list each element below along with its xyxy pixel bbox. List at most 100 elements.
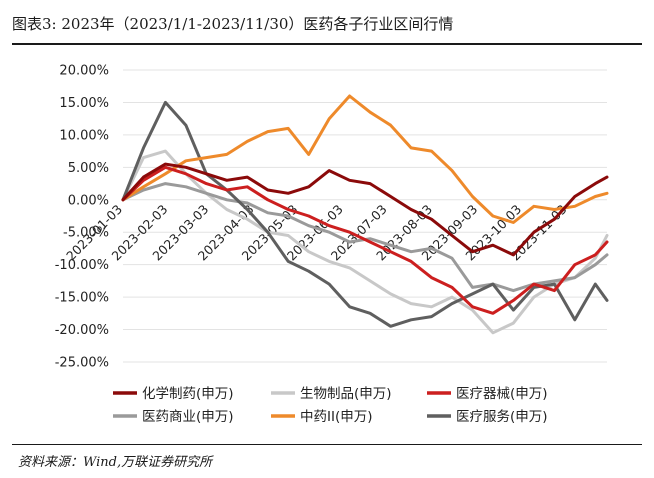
series-2-point: [246, 185, 249, 188]
series-2-point: [225, 188, 228, 192]
series-5-point: [605, 299, 609, 302]
series-3-point: [348, 240, 351, 244]
source-rule: [12, 444, 642, 445]
series-2-point: [205, 182, 208, 185]
series-0-point: [328, 169, 331, 172]
series-5-point: [430, 315, 433, 318]
series-2-point: [512, 299, 515, 302]
series-5-point: [246, 208, 249, 211]
legend-label: 生物制品(申万): [300, 386, 392, 402]
series-5-point: [409, 318, 413, 321]
series-2-point: [594, 253, 597, 257]
series-3-point: [389, 244, 392, 247]
series-4-point: [532, 205, 536, 208]
series-3-point: [225, 198, 228, 201]
series-1-point: [307, 250, 310, 253]
y-tick-label: 5.00%: [68, 161, 109, 176]
series-2-point: [328, 224, 331, 227]
series-2-point: [389, 250, 392, 253]
y-tick-label: -25.00%: [55, 356, 109, 371]
y-tick-label: -5.00%: [63, 226, 109, 241]
y-tick-label: -10.00%: [55, 258, 109, 273]
series-4-point: [491, 214, 495, 218]
series-4-point: [287, 127, 290, 130]
series-1-point: [409, 302, 413, 305]
series-3-point: [368, 237, 372, 240]
series-3-point: [605, 253, 609, 257]
series-4-point: [142, 185, 145, 188]
chart-series: [121, 94, 609, 335]
series-0-point: [532, 231, 536, 234]
series-2-point: [368, 240, 372, 244]
series-5-point: [532, 286, 536, 289]
series-1-point: [246, 218, 249, 221]
series-3-point: [553, 279, 556, 283]
series-3-point: [307, 224, 310, 227]
series-5-point: [348, 305, 351, 308]
series-3-point: [246, 201, 249, 205]
series-0-point: [409, 208, 413, 211]
series-1-point: [348, 266, 351, 270]
series-4-point: [348, 94, 351, 98]
series-4-point: [471, 195, 474, 198]
series-0-point: [471, 250, 474, 253]
series-1-point: [471, 308, 474, 312]
series-1-point: [532, 295, 536, 299]
series-3-point: [409, 250, 413, 253]
series-5-point: [573, 318, 576, 321]
series-0-point: [512, 253, 515, 257]
series-2-point: [430, 276, 433, 279]
series-5-point: [328, 282, 331, 286]
series-1-point: [142, 156, 145, 159]
series-0-point: [307, 185, 310, 188]
series-0-point: [142, 175, 145, 179]
series-3-point: [287, 214, 290, 218]
title-rule: [12, 43, 642, 45]
series-1-point: [225, 208, 228, 211]
series-5-point: [164, 101, 167, 104]
series-1-point: [368, 279, 372, 283]
series-5-point: [491, 282, 495, 286]
series-5-point: [307, 270, 310, 273]
series-1-point: [430, 305, 433, 308]
series-line-4: [121, 94, 609, 224]
legend-label: 医疗器械(申万): [456, 386, 548, 402]
legend-label: 化学制药(申万): [142, 386, 234, 402]
series-2-point: [409, 260, 413, 263]
series-5-point: [471, 292, 474, 296]
legend-label: 医疗服务(申万): [456, 409, 548, 425]
series-3-point: [450, 257, 454, 260]
series-4-point: [512, 221, 515, 224]
series-0-point: [121, 198, 125, 201]
series-2-point: [471, 305, 474, 308]
series-0-point: [348, 179, 351, 182]
series-2-point: [348, 231, 351, 234]
series-1-point: [328, 260, 331, 263]
series-4-point: [553, 208, 556, 211]
series-2-point: [266, 198, 269, 201]
series-2-point: [164, 166, 167, 169]
series-2-point: [553, 289, 556, 292]
series-0-point: [225, 179, 228, 182]
series-0-point: [287, 192, 290, 195]
series-0-point: [430, 218, 433, 221]
series-4-point: [409, 146, 413, 150]
series-5-point: [594, 282, 597, 286]
series-0-point: [605, 175, 609, 179]
series-3-point: [205, 192, 208, 195]
series-4-point: [594, 195, 597, 198]
series-3-point: [573, 276, 576, 279]
series-1-point: [287, 234, 290, 237]
series-2-point: [184, 172, 188, 175]
series-0-point: [389, 195, 392, 198]
series-0-point: [246, 175, 249, 179]
series-4-point: [164, 172, 167, 175]
series-2-point: [287, 208, 290, 211]
series-5-point: [450, 302, 454, 305]
series-2-point: [307, 214, 310, 218]
series-3-point: [266, 211, 269, 214]
series-5-point: [389, 325, 392, 328]
series-0-point: [164, 162, 167, 166]
series-3-point: [594, 263, 597, 266]
series-3-point: [142, 188, 145, 192]
